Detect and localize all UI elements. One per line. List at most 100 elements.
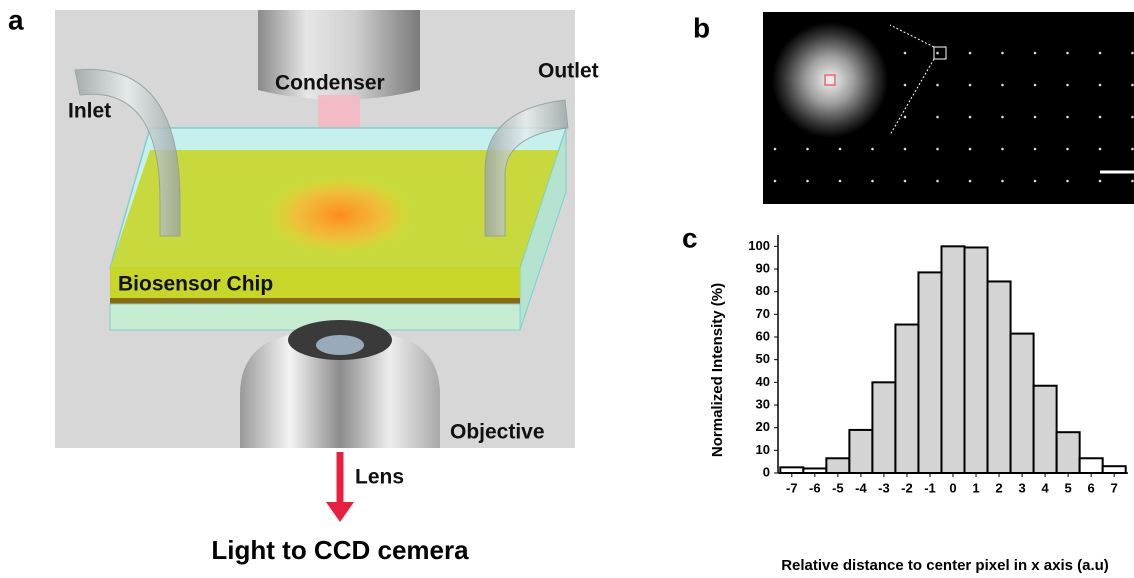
x-axis-title: Relative distance to center pixel in x a… [781,557,1109,574]
y-tick-label: 70 [756,306,770,321]
dot [904,52,907,55]
x-tick-label: -4 [855,480,867,495]
dot [774,148,777,151]
dot [1099,148,1102,151]
y-tick-label: 20 [756,419,770,434]
x-tick-label: -3 [878,480,890,495]
dot [871,148,874,151]
panel-label: b [693,12,710,43]
dot [1131,148,1134,151]
x-tick-label: 3 [1018,480,1025,495]
bar [965,247,988,473]
y-tick-label: 10 [756,442,770,457]
bar [1011,334,1034,473]
dot [969,148,972,151]
dot [1131,84,1134,87]
dot [774,180,777,183]
y-tick-label: 40 [756,374,770,389]
dot [1066,52,1069,55]
x-tick-label: -5 [832,480,844,495]
bar [1103,466,1126,473]
dot [936,84,939,87]
y-tick-label: 80 [756,283,770,298]
label: Outlet [538,60,599,83]
panel-a: a Condenser Inlet Outlet Biosensor Chip … [8,4,599,564]
dot [839,180,842,183]
figure: a Condenser Inlet Outlet Biosensor Chip … [0,0,1134,578]
dot [1066,180,1069,183]
x-tick-label: -7 [786,480,798,495]
dot [806,180,809,183]
x-tick-label: -6 [809,480,821,495]
panel-label: c [682,222,698,253]
dot [969,180,972,183]
dot [1034,180,1037,183]
dot [1034,116,1037,119]
bar [780,467,803,473]
x-tick-label: 6 [1088,480,1095,495]
label: Objective [450,421,545,444]
y-tick-label: 100 [748,238,770,253]
dot [904,180,907,183]
objective-lens [316,335,364,355]
dot [1066,116,1069,119]
label: Lens [355,466,404,489]
y-axis-title: Normalized Intensity (%) [709,283,726,457]
page: a Condenser Inlet Outlet Biosensor Chip … [0,0,1134,578]
y-tick-label: 30 [756,396,770,411]
y-tick-label: 50 [756,351,770,366]
panel-label: a [8,4,24,35]
dot [1131,52,1134,55]
dot [871,180,874,183]
dot [969,84,972,87]
dot [1066,84,1069,87]
bar [1080,458,1103,473]
arrow-head [326,502,354,522]
dot [1099,180,1102,183]
light-spot [265,175,415,255]
x-tick-label: -1 [924,480,936,495]
dot [1034,84,1037,87]
x-tick-label: 1 [972,480,979,495]
label: Biosensor Chip [118,273,273,296]
caption: Light to CCD cemera [211,535,469,565]
gold-film [110,298,520,304]
dot [1034,148,1037,151]
bar [1057,432,1080,473]
dot [904,116,907,119]
dot [1131,180,1134,183]
x-tick-label: 5 [1065,480,1072,495]
dot [936,148,939,151]
dot [904,84,907,87]
y-tick-label: 60 [756,328,770,343]
dot [1099,52,1102,55]
dot [839,148,842,151]
dot [936,52,939,55]
bar [895,325,918,473]
spot-zoom [772,22,888,138]
bar [826,458,849,473]
dot [1001,148,1004,151]
dot [1001,52,1004,55]
dot [1066,148,1069,151]
panel-b: b [693,12,1134,204]
dot [936,116,939,119]
bar [849,430,872,473]
dot [806,148,809,151]
x-tick-label: 4 [1041,480,1049,495]
dot [936,180,939,183]
bar [872,382,895,473]
dot [969,116,972,119]
x-tick-label: 7 [1111,480,1118,495]
y-tick-label: 90 [756,260,770,275]
label: Condenser [275,72,385,95]
dot [1001,180,1004,183]
bar [1034,386,1057,473]
y-tick-label: 0 [763,464,770,479]
dot [1001,116,1004,119]
x-tick-label: -2 [901,480,913,495]
bar [988,281,1011,473]
bar [918,272,941,473]
dot [1034,52,1037,55]
